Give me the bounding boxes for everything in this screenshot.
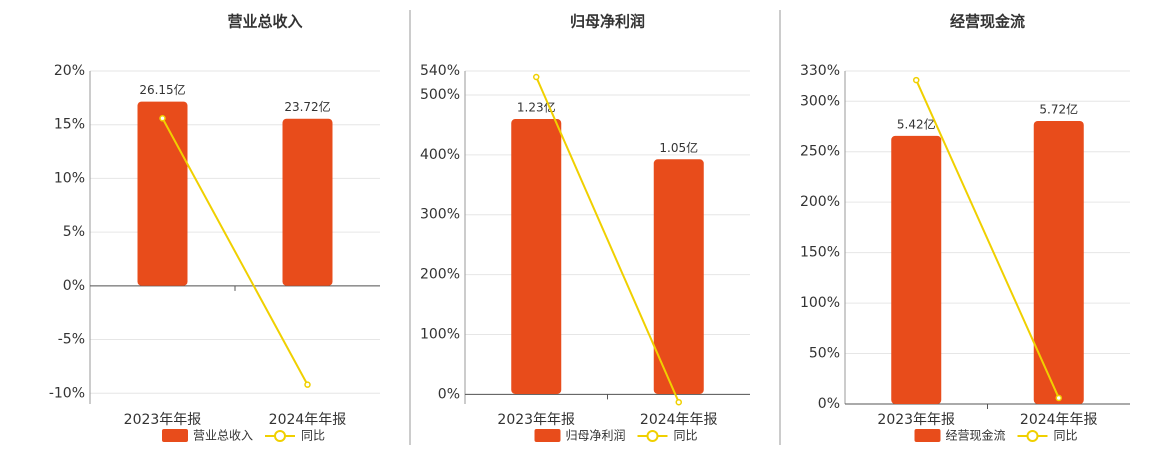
- legend-label: 归母净利润: [566, 429, 626, 443]
- y-tick-label: 0%: [818, 396, 840, 412]
- legend-swatch: [534, 429, 561, 442]
- legend-label: 同比: [1054, 429, 1078, 443]
- bar-value-label: 1.23亿: [517, 100, 556, 115]
- line: [535, 76, 680, 403]
- y-tick-label: -10%: [49, 385, 85, 401]
- chart-title: 经营现金流: [950, 13, 1025, 31]
- line: [915, 79, 1060, 399]
- y-tick-label: 200%: [800, 194, 840, 210]
- x-tick-label: 2024年年报: [269, 412, 347, 428]
- x-tick-label: 2023年年报: [877, 412, 955, 428]
- line-point: [159, 115, 166, 122]
- bar-value-label: 5.42亿: [897, 116, 936, 131]
- y-tick-label: 250%: [800, 144, 840, 160]
- line: [161, 117, 309, 386]
- bar: [511, 119, 562, 394]
- x-tick-label: 2023年年报: [497, 412, 575, 428]
- legend-label: 营业总收入: [193, 429, 253, 443]
- y-tick-label: 100%: [420, 327, 460, 343]
- y-tick-label: 50%: [809, 346, 840, 362]
- legend-label: 经营现金流: [946, 428, 1006, 443]
- y-tick-label: 150%: [800, 245, 840, 261]
- legend-label: 同比: [301, 429, 325, 443]
- y-tick-label: -5%: [58, 332, 85, 348]
- legend-marker: [646, 430, 659, 442]
- y-tick-label: 20%: [54, 63, 85, 79]
- bar-value-label: 23.72亿: [284, 99, 330, 114]
- bar: [1033, 120, 1084, 405]
- bar: [282, 118, 333, 286]
- bar: [891, 135, 942, 404]
- y-tick-label: 10%: [54, 170, 85, 186]
- y-tick-label: 500%: [420, 87, 460, 103]
- line-point: [1055, 394, 1062, 402]
- line-point: [533, 73, 540, 81]
- legend-swatch: [162, 429, 188, 442]
- line-point: [913, 76, 920, 84]
- y-tick-label: 100%: [800, 295, 840, 311]
- legend-marker: [1026, 430, 1039, 442]
- bar-value-label: 26.15亿: [139, 82, 185, 97]
- bar-value-label: 5.72亿: [1039, 101, 1078, 116]
- x-tick-label: 2024年年报: [1020, 412, 1098, 428]
- legend-swatch: [914, 429, 941, 442]
- bar: [653, 159, 704, 394]
- y-tick-label: 300%: [800, 93, 840, 109]
- bar: [137, 101, 188, 286]
- y-tick-label: 200%: [420, 267, 460, 283]
- x-tick-label: 2023年年报: [124, 412, 202, 428]
- y-tick-label: 300%: [420, 207, 460, 223]
- y-tick-label: 5%: [63, 224, 85, 240]
- legend-marker: [274, 430, 286, 442]
- x-tick-label: 2024年年报: [640, 412, 718, 428]
- legend-label: 同比: [674, 429, 698, 443]
- y-tick-label: 15%: [54, 117, 85, 133]
- y-tick-label: 0%: [63, 278, 85, 294]
- y-tick-label: 540%: [420, 63, 460, 79]
- bar-value-label: 1.05亿: [659, 140, 698, 155]
- chart-title: 归母净利润: [570, 13, 645, 31]
- line-point: [304, 381, 311, 388]
- y-tick-label: 400%: [420, 147, 460, 163]
- line-point: [675, 398, 682, 406]
- y-tick-label: 330%: [800, 63, 840, 79]
- y-tick-label: 0%: [438, 386, 460, 402]
- chart-title: 营业总收入: [227, 13, 302, 31]
